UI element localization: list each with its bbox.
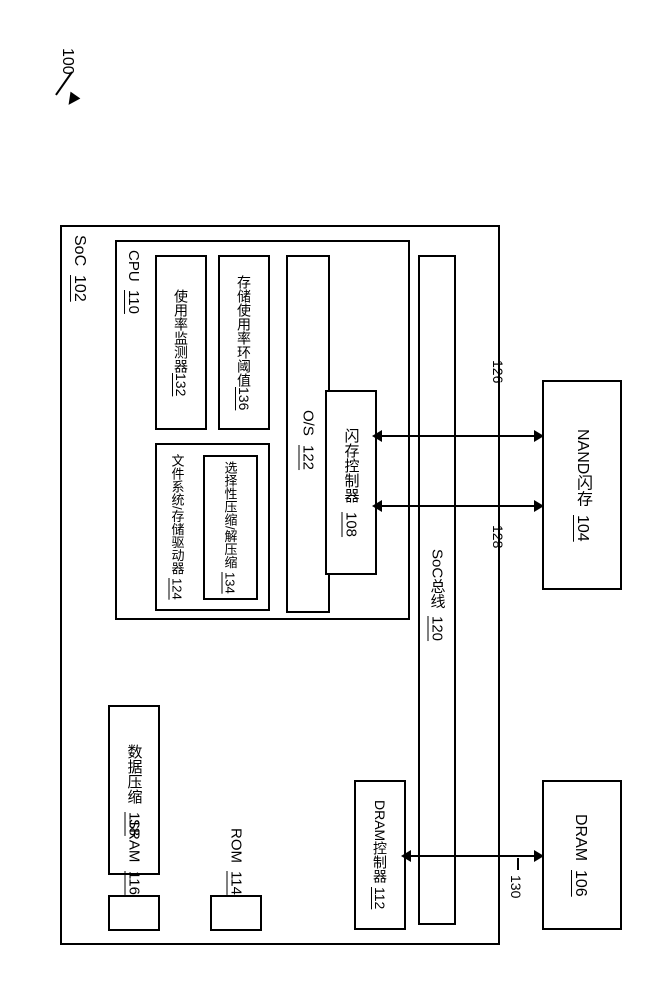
- os-ref: 122: [300, 445, 317, 470]
- flash-ctrl-text: 闪存控制器: [341, 428, 362, 503]
- dram-ctrl-ref: 112: [372, 887, 388, 909]
- dram-text: DRAM: [571, 814, 589, 861]
- soc-bus-text: SoC总线: [427, 549, 448, 608]
- sram-text: SRAM: [126, 819, 143, 862]
- dram-ref: 106: [571, 870, 589, 897]
- usage-monitor-ref: 132: [173, 373, 189, 396]
- compress-ref: 134: [223, 572, 238, 594]
- usage-monitor-text: 使用率监测器: [171, 289, 191, 373]
- sram-ref: 116: [126, 871, 143, 895]
- flash-ctrl-label: 闪存控制器 108: [330, 400, 372, 565]
- threshold-text: 存储使用率环阈值: [234, 275, 254, 387]
- dram-ctrl-text: DRAM控制器: [370, 800, 390, 883]
- soc-label: SoC 102: [70, 235, 88, 302]
- compress-label: 选择性压缩/解压缩 134: [206, 460, 254, 595]
- soc-ref: 102: [71, 275, 88, 302]
- nand-ref: 104: [573, 515, 591, 542]
- diagram-canvas: 100 SoC 102 CPU 110 使用率监测器132 存储使用率环阈值13…: [0, 0, 649, 1000]
- fs-driver-text: 文件系统/存储驱动器: [168, 454, 187, 575]
- compress-text: 选择性压缩/解压缩: [221, 461, 240, 569]
- soc-bus-ref: 120: [429, 616, 446, 641]
- conn-126-label: 126: [490, 360, 506, 383]
- fs-driver-label: 文件系统/存储驱动器 124: [158, 448, 196, 606]
- conn-128-label: 128: [490, 525, 506, 548]
- os-text: O/S: [300, 410, 317, 436]
- threshold-label: 存储使用率环阈值136: [223, 260, 265, 425]
- cpu-ref: 110: [125, 290, 142, 314]
- os-label: O/S 122: [290, 400, 326, 480]
- dram-ctrl-label: DRAM控制器 112: [359, 788, 401, 922]
- rom-text: ROM: [228, 828, 245, 863]
- sram-box: [108, 895, 160, 931]
- conn-130-label: 130: [508, 875, 524, 898]
- cpu-label: CPU 110: [125, 250, 142, 314]
- usage-monitor-label: 使用率监测器132: [160, 260, 202, 425]
- cpu-label-text: CPU: [125, 250, 142, 282]
- flash-ctrl-ref: 108: [343, 512, 360, 537]
- nand-label: NAND闪存 104: [558, 400, 606, 570]
- rom-box: [210, 895, 262, 931]
- figure-arrow: [60, 72, 84, 112]
- fs-driver-ref: 124: [170, 578, 185, 600]
- nand-text: NAND闪存: [570, 429, 594, 506]
- rom-label: ROM 114: [215, 798, 257, 895]
- threshold-ref: 136: [236, 387, 252, 410]
- rom-ref: 114: [228, 871, 245, 895]
- dram-label: DRAM 106: [565, 805, 595, 905]
- soc-bus-label: SoC总线 120: [422, 530, 452, 660]
- figure-ref: 100: [58, 48, 76, 75]
- sram-label: SRAM 116: [113, 790, 155, 895]
- soc-label-text: SoC: [71, 235, 88, 266]
